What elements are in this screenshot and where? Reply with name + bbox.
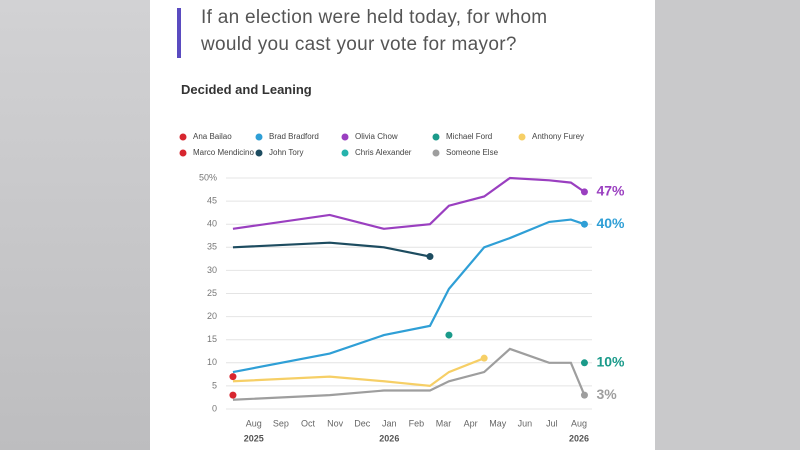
y-tick-label: 40 <box>207 219 217 229</box>
x-year-label: 2025 <box>244 433 264 443</box>
x-tick-label: Aug <box>571 418 587 428</box>
legend-label: Olivia Chow <box>355 132 398 141</box>
title: If an election were held today, for whom <box>201 7 548 28</box>
legend-marker <box>432 149 440 157</box>
point <box>480 354 488 362</box>
series-line <box>232 176 586 230</box>
x-tick-label: Oct <box>301 418 316 428</box>
y-tick-label: 0 <box>212 403 217 413</box>
series-line <box>232 347 586 401</box>
background <box>0 0 150 450</box>
y-tick-label: 45 <box>207 195 217 205</box>
legend-label: Ana Bailao <box>193 132 232 141</box>
series-line <box>232 357 485 388</box>
legend-marker <box>518 133 526 141</box>
legend-marker <box>341 149 349 157</box>
legend-label: Someone Else <box>446 148 499 157</box>
series-line <box>232 241 431 258</box>
y-tick-label: 10 <box>207 357 217 367</box>
legend-marker <box>255 149 263 157</box>
legend-marker <box>432 133 440 141</box>
x-tick-label: May <box>489 418 507 428</box>
x-tick-label: Mar <box>436 418 452 428</box>
legend-label: Brad Bradford <box>269 132 319 141</box>
point <box>426 253 434 261</box>
point <box>229 391 237 399</box>
legend-marker <box>179 149 187 157</box>
end-label: 47% <box>596 183 625 199</box>
y-tick-label: 50% <box>199 172 217 182</box>
point <box>580 391 588 399</box>
legend-label: Chris Alexander <box>355 148 412 157</box>
subtitle: Decided and Leaning <box>181 82 312 97</box>
legend-marker <box>255 133 263 141</box>
point <box>580 220 588 228</box>
y-tick-label: 15 <box>207 334 217 344</box>
legend-label: John Tory <box>269 148 304 157</box>
x-tick-label: Jun <box>518 418 533 428</box>
x-tick-label: Jul <box>546 418 558 428</box>
y-tick-label: 20 <box>207 311 217 321</box>
y-tick-label: 35 <box>207 242 217 252</box>
legend-marker <box>179 133 187 141</box>
x-year-label: 2026 <box>379 433 399 443</box>
end-label: 3% <box>596 386 617 402</box>
x-tick-label: Dec <box>354 418 371 428</box>
accent-bar <box>177 8 181 58</box>
x-year-label: 2026 <box>569 433 589 443</box>
x-tick-label: Nov <box>327 418 344 428</box>
x-tick-label: Aug <box>246 418 262 428</box>
x-tick-label: Apr <box>464 418 478 428</box>
title: would you cast your vote for mayor? <box>201 34 517 55</box>
y-tick-label: 25 <box>207 288 217 298</box>
legend-marker <box>341 133 349 141</box>
x-tick-label: Feb <box>409 418 425 428</box>
point <box>229 373 237 381</box>
point <box>580 359 588 367</box>
end-label: 10% <box>596 354 625 370</box>
end-label: 40% <box>596 215 625 231</box>
legend-label: Michael Ford <box>446 132 492 141</box>
x-tick-label: Jan <box>382 418 397 428</box>
series-line <box>232 218 585 374</box>
x-tick-label: Sep <box>273 418 289 428</box>
legend-label: Anthony Furey <box>532 132 584 141</box>
legend-label: Marco Mendicino <box>193 148 254 157</box>
y-tick-label: 30 <box>207 265 217 275</box>
point <box>580 188 588 196</box>
point <box>445 331 453 339</box>
y-tick-label: 5 <box>212 380 217 390</box>
